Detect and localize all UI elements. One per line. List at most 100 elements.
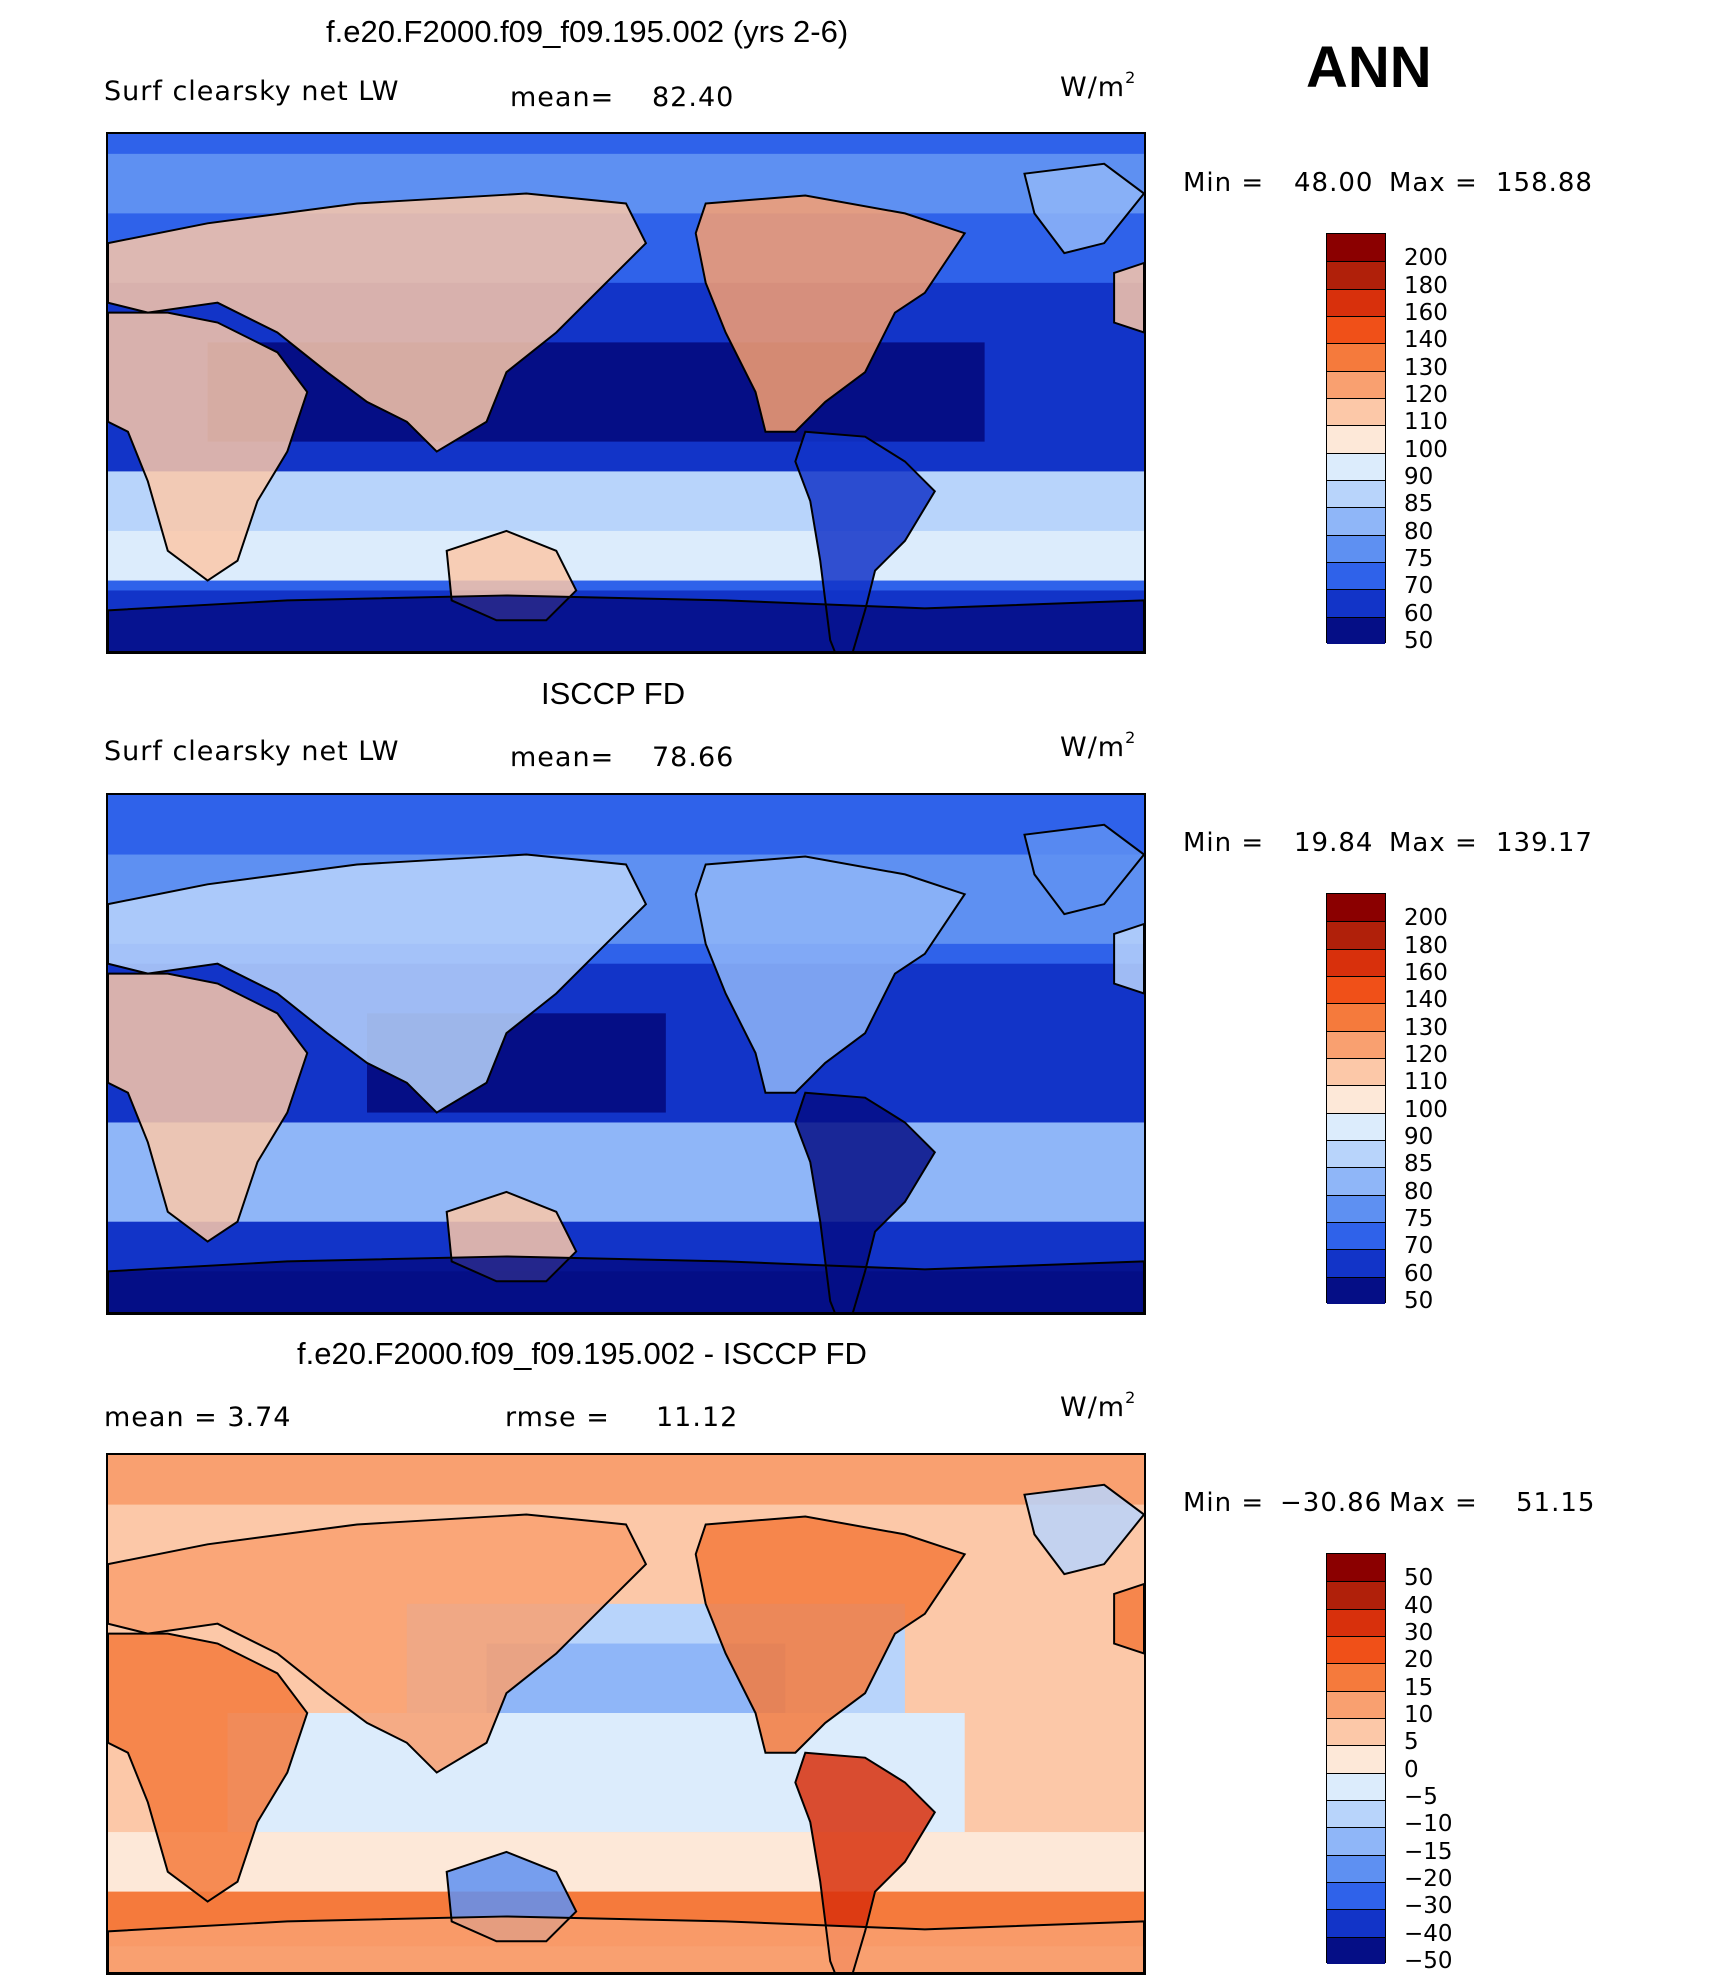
- colorbar-swatch: [1327, 948, 1385, 976]
- panel-2-title: ISCCP FD: [541, 676, 686, 711]
- panel-3-map: [106, 1453, 1146, 1975]
- colorbar-swatch: [1327, 1221, 1385, 1250]
- colorbar-tick-label: 110: [1404, 1069, 1448, 1096]
- colorbar-tick-label: 100: [1404, 1096, 1448, 1123]
- colorbar-tick-label: 80: [1404, 518, 1434, 545]
- colorbar-swatch: [1327, 1003, 1385, 1031]
- panel-1-min-value: 48.00: [1294, 168, 1374, 198]
- panel-3-max-value: 51.15: [1516, 1488, 1596, 1518]
- colorbar-swatch: [1327, 1194, 1385, 1222]
- colorbar-tick-label: 75: [1404, 546, 1434, 572]
- colorbar-swatch: [1327, 315, 1385, 344]
- colorbar-swatch: [1327, 397, 1385, 426]
- colorbar-swatch: [1327, 921, 1385, 949]
- colorbar-swatch: [1327, 1936, 1385, 1964]
- panel-1-max-value: 158.88: [1496, 168, 1593, 198]
- panel-1-colorbar: [1326, 233, 1386, 644]
- panel-1-max-label: Max =: [1389, 168, 1478, 198]
- panel-2-mean-label: mean=: [510, 742, 615, 773]
- season-label: ANN: [1306, 35, 1432, 100]
- colorbar-swatch: [1327, 589, 1385, 617]
- colorbar-tick-label: 15: [1404, 1674, 1434, 1701]
- colorbar-tick-label: 120: [1404, 382, 1448, 408]
- colorbar-tick-label: 200: [1404, 245, 1448, 272]
- colorbar-swatch: [1327, 234, 1385, 262]
- colorbar-swatch: [1327, 288, 1385, 316]
- colorbar-tick-label: 85: [1404, 1151, 1434, 1178]
- colorbar-tick-label: 140: [1404, 987, 1448, 1014]
- colorbar-swatch: [1327, 616, 1385, 644]
- colorbar-swatch: [1327, 534, 1385, 562]
- panel-2-units: W/m2: [1060, 728, 1137, 763]
- panel-3-colorbar: [1326, 1553, 1386, 1964]
- colorbar-swatch: [1327, 1085, 1385, 1113]
- colorbar-swatch: [1327, 452, 1385, 480]
- colorbar-tick-label: 50: [1404, 1565, 1434, 1592]
- colorbar-tick-label: 90: [1404, 1124, 1434, 1150]
- colorbar-tick-label: 60: [1404, 600, 1434, 627]
- colorbar-tick-label: −15: [1404, 1838, 1453, 1865]
- panel-2-min-value: 19.84: [1294, 828, 1374, 858]
- panel-1-mean-label: mean=: [510, 82, 615, 113]
- colorbar-tick-label: 20: [1404, 1647, 1434, 1674]
- panel-3-units: W/m2: [1060, 1388, 1137, 1423]
- panel-2-max-value: 139.17: [1496, 828, 1593, 858]
- colorbar-swatch: [1327, 1249, 1385, 1277]
- panel-3-min-label: Min =: [1183, 1488, 1265, 1518]
- colorbar-swatch: [1327, 1881, 1385, 1910]
- colorbar-swatch: [1327, 1745, 1385, 1773]
- panel-1-map: [106, 132, 1146, 654]
- colorbar-swatch: [1327, 1635, 1385, 1664]
- colorbar-tick-label: −30: [1404, 1893, 1453, 1920]
- colorbar-swatch: [1327, 343, 1385, 371]
- colorbar-tick-label: 120: [1404, 1042, 1448, 1068]
- colorbar-tick-label: 40: [1404, 1592, 1434, 1619]
- colorbar-tick-label: 30: [1404, 1620, 1434, 1646]
- colorbar-tick-label: 50: [1404, 1288, 1434, 1314]
- colorbar-swatch: [1327, 1167, 1385, 1195]
- panel-3-min-value: −30.86: [1280, 1488, 1383, 1518]
- colorbar-tick-label: −20: [1404, 1866, 1453, 1892]
- panel-2-map-svg: [108, 795, 1144, 1313]
- colorbar-tick-label: 5: [1404, 1729, 1419, 1756]
- colorbar-tick-label: 160: [1404, 300, 1448, 326]
- colorbar-swatch: [1327, 1554, 1385, 1582]
- panel-2-variable-label: Surf clearsky net LW: [104, 736, 400, 767]
- colorbar-swatch: [1327, 507, 1385, 535]
- panel-2-colorbar: [1326, 893, 1386, 1304]
- colorbar-swatch: [1327, 1276, 1385, 1304]
- panel-1-variable-label: Surf clearsky net LW: [104, 76, 400, 107]
- colorbar-tick-label: 70: [1404, 573, 1434, 600]
- colorbar-tick-label: 110: [1404, 409, 1448, 436]
- colorbar-swatch: [1327, 894, 1385, 922]
- panel-2-map: [106, 793, 1146, 1315]
- panel-1-map-svg: [108, 134, 1144, 652]
- panel-1-units: W/m2: [1060, 68, 1137, 103]
- colorbar-swatch: [1327, 975, 1385, 1004]
- panel-3-title: f.e20.F2000.f09_f09.195.002 - ISCCP FD: [297, 1336, 867, 1371]
- panel-2-max-label: Max =: [1389, 828, 1478, 858]
- colorbar-tick-label: −40: [1404, 1920, 1453, 1947]
- colorbar-swatch: [1327, 1772, 1385, 1800]
- colorbar-tick-label: 85: [1404, 491, 1434, 518]
- colorbar-tick-label: 50: [1404, 628, 1434, 654]
- colorbar-swatch: [1327, 1909, 1385, 1937]
- colorbar-swatch: [1327, 1057, 1385, 1086]
- colorbar-swatch: [1327, 1139, 1385, 1168]
- colorbar-swatch: [1327, 561, 1385, 590]
- colorbar-swatch: [1327, 1030, 1385, 1058]
- colorbar-swatch: [1327, 1717, 1385, 1746]
- colorbar-swatch: [1327, 1663, 1385, 1691]
- panel-3-mean-text: mean = 3.74: [104, 1402, 292, 1433]
- colorbar-tick-label: 10: [1404, 1702, 1434, 1728]
- panel-3-rmse-label: rmse =: [505, 1402, 610, 1433]
- panel-1-title: f.e20.F2000.f09_f09.195.002 (yrs 2-6): [326, 14, 849, 49]
- colorbar-tick-label: −5: [1404, 1784, 1438, 1810]
- colorbar-tick-label: 60: [1404, 1260, 1434, 1287]
- panel-1-min-label: Min =: [1183, 168, 1265, 198]
- panel-2-min-label: Min =: [1183, 828, 1265, 858]
- colorbar-tick-label: 80: [1404, 1178, 1434, 1205]
- panel-1-mean-value: 82.40: [652, 82, 735, 113]
- panel-3-map-svg: [108, 1455, 1144, 1973]
- colorbar-swatch: [1327, 1854, 1385, 1882]
